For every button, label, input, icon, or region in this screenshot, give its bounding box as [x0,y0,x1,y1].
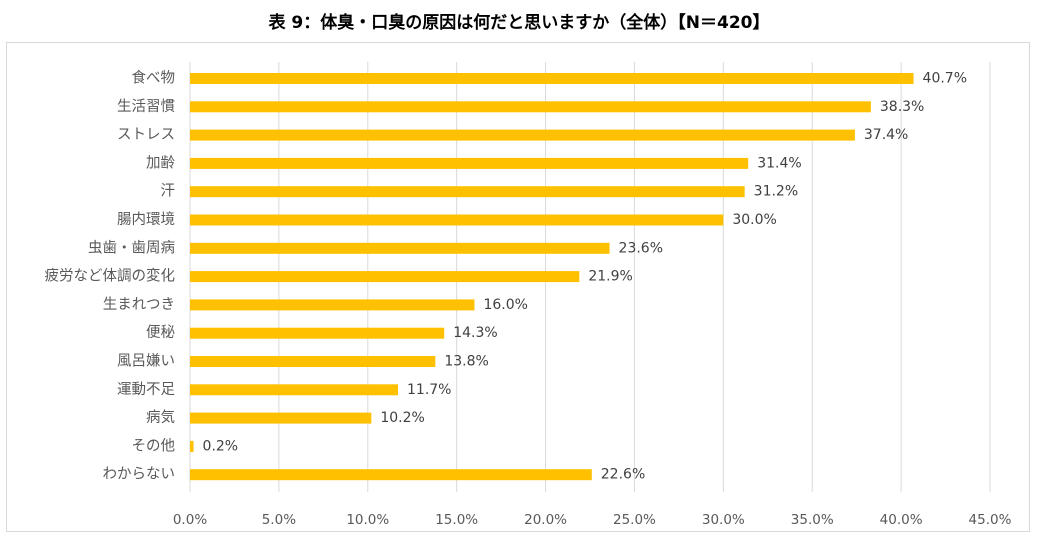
bar [190,356,436,367]
category-label: 虫歯・歯周病 [88,239,175,256]
value-label: 14.3% [453,325,497,341]
bar [190,440,194,452]
bar [190,157,749,169]
bar [190,412,372,424]
value-label: 0.2% [203,438,239,454]
category-label: 生まれつき [103,296,175,313]
x-tick-label: 25.0% [613,512,656,528]
chart-title: 表 9：体臭・口臭の原因は何だと思いますか（全体）【N＝420】 [268,13,770,33]
x-tick-label: 0.0% [173,512,207,528]
x-tick-label: 35.0% [791,512,834,528]
category-label: 運動不足 [117,381,175,398]
category-label: ストレス [117,127,175,143]
bar [190,242,610,254]
plot-area-frame [6,42,1030,532]
value-label: 30.0% [732,212,776,228]
x-tick-label: 15.0% [435,512,478,528]
x-tick-label: 30.0% [702,512,745,528]
x-tick-label: 45.0% [969,512,1012,528]
category-label: 生活習慣 [117,97,175,115]
x-tick-label: 40.0% [880,512,923,528]
value-label: 13.8% [444,354,488,370]
category-label: 病気 [146,409,175,426]
x-tick-label: 20.0% [524,512,567,528]
value-label: 21.9% [588,269,632,285]
value-label: 31.4% [757,155,801,171]
value-label: 37.4% [864,127,908,143]
bar [190,299,475,311]
value-label: 38.3% [880,99,924,115]
category-label: わからない [103,466,176,483]
bar [190,129,855,141]
category-label: 食べ物 [132,70,176,87]
x-axis-tick-labels: 0.0% 5.0% 10.0% 15.0% 20.0% 25.0% 30.0% 35.0% 40… [173,512,1012,528]
value-label: 22.6% [601,467,645,483]
bar [190,73,914,84]
value-label: 16.0% [483,297,527,313]
bar [190,271,580,283]
category-label: 加齢 [146,154,175,171]
bar [190,327,445,339]
bar [190,214,724,226]
bar [190,186,745,198]
value-label: 11.7% [407,382,451,398]
bar [190,469,592,481]
category-labels: 食べ物生活習慣ストレス加齢汗腸内環境虫歯・歯周病疲労など体調の変化生まれつき便秘… [45,70,176,483]
value-label: 10.2% [380,410,424,426]
category-label: その他 [132,437,176,454]
bar [190,384,398,396]
x-tick-label: 10.0% [346,512,389,528]
value-label: 40.7% [923,71,967,87]
category-label: 腸内環境 [117,210,175,228]
x-tick-label: 5.0% [262,512,296,528]
value-label: 31.2% [754,184,798,200]
value-labels: 40.7% 38.3% 37.4% 31.4% 31.2% 30.0% 23.6% 21.9%… [203,71,967,483]
bar [190,101,871,113]
bars [190,73,914,481]
category-label: 便秘 [146,324,175,341]
category-label: 汗 [161,183,176,200]
value-label: 23.6% [619,240,663,256]
category-label: 疲労など体調の変化 [45,268,176,285]
category-label: 風呂嫌い [117,353,175,370]
